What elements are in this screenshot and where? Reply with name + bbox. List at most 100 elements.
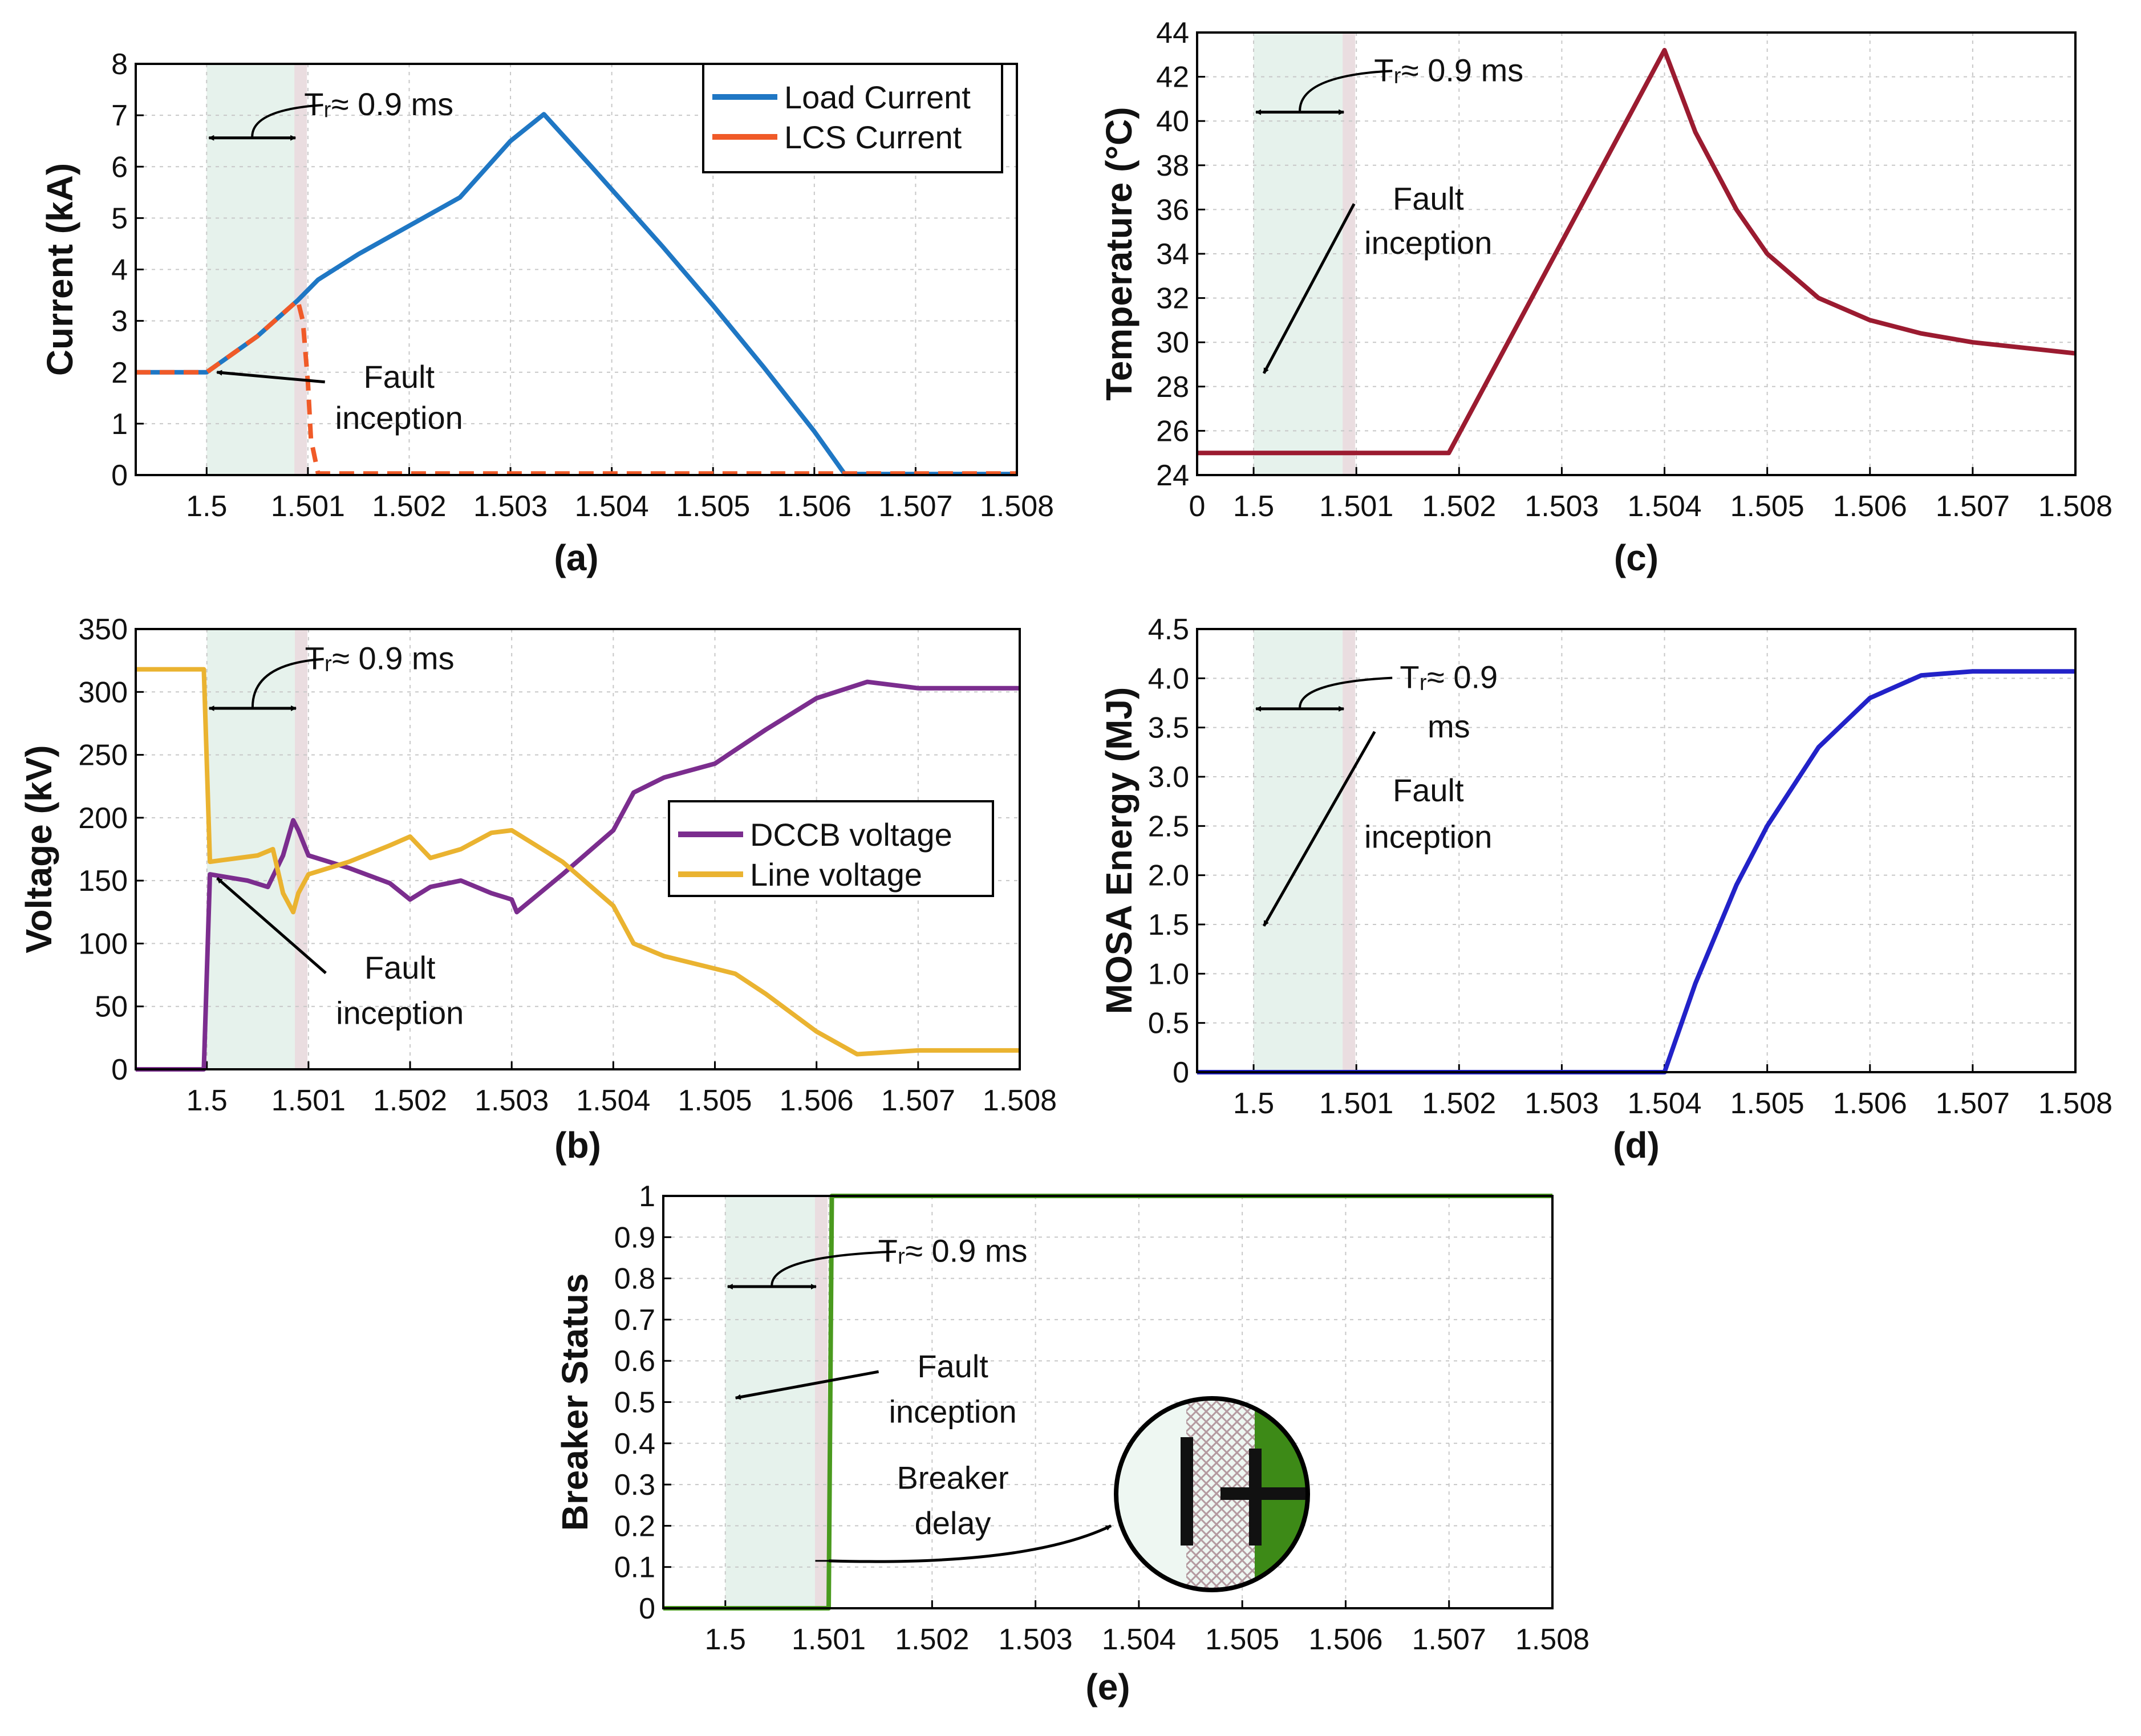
- tr-leader-line: [771, 1250, 896, 1286]
- legend-entry: LCS Current: [784, 119, 962, 155]
- y-tick-label: 24: [1156, 459, 1189, 492]
- delay-arrow: [829, 1524, 1112, 1563]
- y-tick-label: 30: [1156, 326, 1189, 359]
- y-tick-label: 0.1: [614, 1551, 655, 1584]
- y-tick-label: 44: [1156, 17, 1189, 50]
- y-axis-label: MOSA Energy (MJ): [1098, 687, 1140, 1015]
- annotation-label: Tᵣ≈ 0.9 ms: [878, 1233, 1028, 1269]
- legend-box: [702, 63, 1003, 173]
- fault-response-region: [206, 64, 298, 475]
- y-tick-label: 350: [78, 613, 128, 646]
- x-tick-label: 1.506: [780, 1084, 854, 1117]
- x-tick-label: 1.502: [1422, 1087, 1496, 1120]
- x-tick-label: 1.508: [2038, 1087, 2112, 1120]
- y-tick-label: 150: [78, 865, 128, 898]
- region-boundary-band: [1343, 629, 1356, 1072]
- axes-frame: [135, 628, 1021, 1070]
- breaker-delay-pointer: [815, 1524, 1112, 1563]
- x-tick-label: 1.508: [980, 490, 1054, 523]
- x-tick-label: 1.5: [186, 1084, 228, 1117]
- y-tick-label: 0.5: [614, 1386, 655, 1419]
- x-tick-label: 1.504: [576, 1084, 650, 1117]
- x-tick-label: 1.5: [186, 490, 227, 523]
- x-tick-label: 1.508: [2038, 490, 2112, 523]
- annotation-label: Fault: [1393, 180, 1464, 216]
- tr-leader-line: [251, 104, 323, 137]
- legend-entry: Load Current: [784, 79, 971, 115]
- x-tick-label: 1.5: [1233, 1087, 1274, 1120]
- x-tick-label: 1.505: [1730, 1087, 1805, 1120]
- y-tick-label: 0.9: [614, 1221, 655, 1254]
- axes-frame: [1196, 628, 2077, 1073]
- y-axis-label: Temperature (°C): [1098, 107, 1140, 400]
- annotation-label: inception: [889, 1394, 1016, 1430]
- y-tick-label: 1.5: [1148, 908, 1189, 942]
- x-tick-label: 1.508: [983, 1084, 1057, 1117]
- panel-caption: (d): [1613, 1125, 1660, 1166]
- y-tick-label: 2: [111, 356, 128, 390]
- fault-inception-arrow: [216, 877, 327, 975]
- fault-inception-arrow: [735, 1370, 879, 1400]
- fault-response-region: [1254, 33, 1347, 475]
- x-tick-label: 1.504: [575, 490, 649, 523]
- x-tick-label: 0: [1189, 490, 1206, 523]
- y-tick-label: 0.6: [614, 1345, 655, 1378]
- y-tick-label: 2.5: [1148, 810, 1189, 843]
- annotation-arrows: [208, 104, 325, 384]
- axes-frame: [1196, 31, 2077, 476]
- x-tick-label: 1.5: [1233, 490, 1274, 523]
- panel-caption: (a): [554, 537, 598, 578]
- x-tick-label: 1.5: [705, 1623, 746, 1656]
- x-tick-label: 1.507: [878, 490, 952, 523]
- annotation-label: Tᵣ≈ 0.9 ms: [304, 86, 453, 122]
- y-tick-label: 4.0: [1148, 662, 1189, 695]
- y-tick-label: 8: [111, 48, 128, 81]
- region-boundary-band: [814, 1196, 828, 1608]
- tr-leader-line: [1299, 70, 1393, 111]
- series-line-line-voltage: [136, 667, 1020, 1057]
- x-tick-label: 1.506: [777, 490, 851, 523]
- x-tick-label: 1.503: [999, 1623, 1073, 1656]
- x-tick-label: 1.505: [1205, 1623, 1279, 1656]
- legend-entry: DCCB voltage: [750, 817, 952, 853]
- x-tick-label: 1.502: [895, 1623, 969, 1656]
- y-tick-label: 3.5: [1148, 712, 1189, 745]
- x-tick-label: 1.506: [1308, 1623, 1382, 1656]
- y-tick-label: 2.0: [1148, 859, 1189, 893]
- annotation-label: Fault: [1393, 772, 1464, 808]
- panel-caption: (b): [554, 1125, 601, 1166]
- y-axis-label: Voltage (kV): [18, 745, 59, 953]
- y-tick-label: 0: [639, 1592, 655, 1625]
- panel-caption: (c): [1614, 537, 1659, 578]
- x-tick-label: 1.505: [676, 490, 750, 523]
- y-tick-label: 200: [78, 802, 128, 835]
- y-tick-label: 6: [111, 151, 128, 184]
- x-tick-label: 1.508: [1515, 1623, 1589, 1656]
- annotation-label: delay: [915, 1505, 991, 1541]
- y-tick-label: 32: [1156, 282, 1189, 315]
- y-tick-label: 0.7: [614, 1304, 655, 1337]
- axes-frame: [135, 63, 1018, 476]
- y-axis-label: Breaker Status: [554, 1273, 595, 1531]
- y-tick-label: 3.0: [1148, 761, 1189, 794]
- tr-leader-line: [251, 658, 324, 707]
- x-tick-label: 1.506: [1833, 490, 1907, 523]
- y-tick-label: 0.4: [614, 1427, 655, 1461]
- y-tick-label: 0.3: [614, 1469, 655, 1502]
- series-line-dccb-voltage: [136, 679, 1020, 1072]
- y-tick-label: 100: [78, 927, 128, 960]
- y-tick-label: 26: [1156, 415, 1189, 448]
- annotation-label: Breaker: [897, 1459, 1009, 1495]
- x-tick-label: 1.501: [1319, 1087, 1393, 1120]
- annotation-label: Tᵣ≈ 0.9: [1400, 659, 1498, 695]
- y-axis-label: Current (kA): [39, 163, 80, 376]
- y-tick-label: 4: [111, 254, 128, 287]
- chart-e: 1.5 1.501 1.502 1.503 1.504 1.505 1.506 1.507 1.…: [554, 1180, 1589, 1707]
- y-tick-label: 28: [1156, 371, 1189, 404]
- y-tick-label: 36: [1156, 193, 1189, 226]
- x-tick-label: 1.504: [1102, 1623, 1176, 1656]
- y-tick-label: 1: [639, 1180, 655, 1213]
- y-tick-label: 5: [111, 202, 128, 235]
- annotation-arrows: [208, 658, 327, 975]
- x-tick-label: 1.506: [1833, 1087, 1907, 1120]
